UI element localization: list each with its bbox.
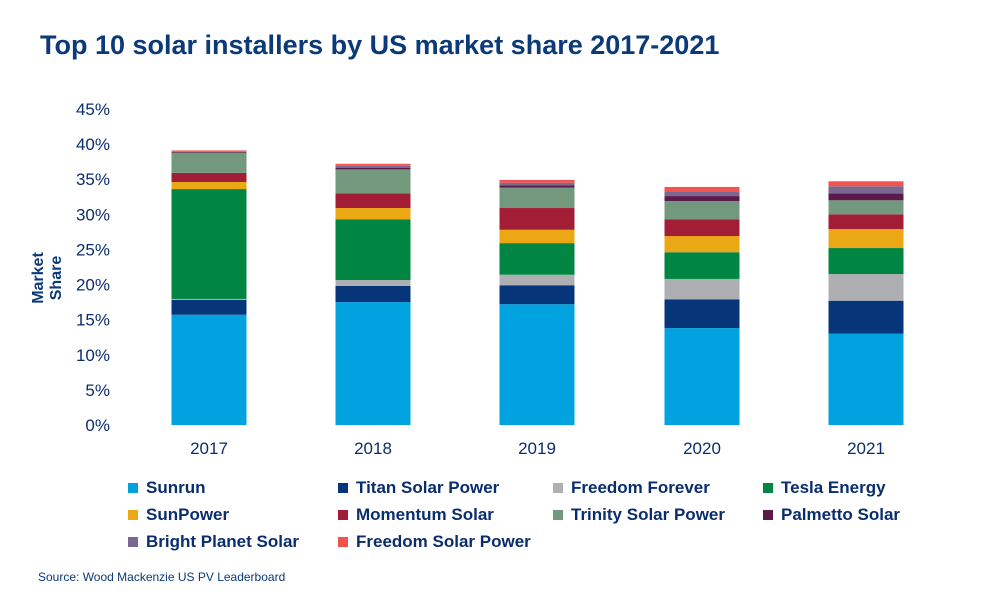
- bar-segment-sunpower-2020: [664, 236, 740, 253]
- bar-segment-titan-solar-power-2018: [335, 285, 411, 303]
- bar-segment-sunpower-2017: [171, 182, 247, 190]
- bar-segment-trinity-solar-power-2017: [171, 152, 247, 173]
- legend-swatch: [128, 537, 138, 547]
- legend-label: Freedom Solar Power: [356, 532, 531, 551]
- bar-segment-trinity-solar-power-2019: [499, 187, 575, 209]
- legend-item: Tesla Energy: [763, 478, 886, 498]
- y-tick-label: 15%: [76, 311, 110, 330]
- legend-label: SunPower: [146, 505, 230, 524]
- y-tick-label: 0%: [85, 416, 110, 435]
- bar-segment-sunrun-2018: [335, 302, 411, 425]
- bar-segment-freedom-forever-2019: [499, 274, 575, 286]
- bar-segment-freedom-solar-power-2020: [664, 186, 740, 192]
- legend-label: Trinity Solar Power: [571, 505, 725, 524]
- y-tick-label: 5%: [85, 381, 110, 400]
- bar-segment-palmetto-solar-2021: [828, 193, 904, 201]
- bar-segment-bright-planet-solar-2021: [828, 186, 904, 194]
- bar-segment-sunpower-2018: [335, 208, 411, 220]
- bar-segment-tesla-energy-2021: [828, 248, 904, 275]
- bar-segment-freedom-forever-2020: [664, 278, 740, 300]
- legend-swatch: [553, 510, 563, 520]
- bar-segment-tesla-energy-2017: [171, 189, 247, 299]
- bar-segment-momentum-solar-2020: [664, 219, 740, 237]
- legend-swatch: [763, 483, 773, 493]
- legend-item: SunPower: [128, 505, 229, 525]
- bar-segment-tesla-energy-2019: [499, 243, 575, 275]
- bar-segment-bright-planet-solar-2020: [664, 191, 740, 197]
- bar-segment-sunpower-2021: [828, 229, 904, 249]
- bar-segment-sunrun-2020: [664, 328, 740, 425]
- legend-swatch: [763, 510, 773, 520]
- bar-segment-bright-planet-solar-2017: [171, 151, 247, 152]
- legend-item: Titan Solar Power: [338, 478, 499, 498]
- legend-item: Bright Planet Solar: [128, 532, 299, 552]
- legend-label: Momentum Solar: [356, 505, 494, 524]
- y-tick-label: 35%: [76, 170, 110, 189]
- bar-segment-bright-planet-solar-2019: [499, 182, 575, 186]
- y-tick-label: 25%: [76, 240, 110, 259]
- bar-segment-palmetto-solar-2019: [499, 185, 575, 188]
- source-note: Source: Wood Mackenzie US PV Leaderboard: [38, 570, 286, 584]
- y-tick-label: 10%: [76, 346, 110, 365]
- bar-segment-freedom-forever-2017: [171, 298, 247, 301]
- bar-segment-titan-solar-power-2019: [499, 285, 575, 305]
- bar-segment-sunrun-2017: [171, 314, 247, 425]
- bar-segment-trinity-solar-power-2020: [664, 200, 740, 220]
- bar-segment-momentum-solar-2019: [499, 208, 575, 230]
- legend-label: Sunrun: [146, 478, 206, 497]
- bar-segment-titan-solar-power-2021: [828, 300, 904, 334]
- x-tick-label: 2019: [518, 439, 556, 458]
- bar-segment-freedom-solar-power-2018: [335, 163, 411, 166]
- legend-swatch: [338, 537, 348, 547]
- legend-swatch: [338, 510, 348, 520]
- bar-segment-sunrun-2021: [828, 333, 904, 425]
- bar-segment-momentum-solar-2017: [171, 172, 247, 183]
- legend-label: Bright Planet Solar: [146, 532, 300, 551]
- bar-segment-freedom-solar-power-2017: [171, 150, 247, 152]
- legend-swatch: [553, 483, 563, 493]
- chart-title: Top 10 solar installers by US market sha…: [40, 30, 720, 60]
- x-tick-label: 2021: [847, 439, 885, 458]
- bar-segment-palmetto-solar-2017: [171, 151, 247, 153]
- legend-swatch: [338, 483, 348, 493]
- bar-segment-momentum-solar-2018: [335, 193, 411, 209]
- bar-segment-titan-solar-power-2020: [664, 299, 740, 329]
- legend-item: Freedom Solar Power: [338, 532, 531, 552]
- legend-item: Sunrun: [128, 478, 206, 498]
- bar-segment-freedom-solar-power-2021: [828, 181, 904, 187]
- legend-item: Momentum Solar: [338, 505, 494, 525]
- bar-segment-palmetto-solar-2020: [664, 196, 740, 201]
- legend-swatch: [128, 483, 138, 493]
- y-tick-label: 20%: [76, 276, 110, 295]
- bar-segment-freedom-forever-2021: [828, 274, 904, 301]
- legend-item: Palmetto Solar: [763, 505, 900, 525]
- bar-segment-sunpower-2019: [499, 229, 575, 244]
- bar-segment-trinity-solar-power-2018: [335, 169, 411, 194]
- legend-item: Freedom Forever: [553, 478, 710, 498]
- x-tick-label: 2020: [683, 439, 721, 458]
- legend-label: Titan Solar Power: [356, 478, 500, 497]
- x-tick-label: 2018: [354, 439, 392, 458]
- y-tick-label: 30%: [76, 205, 110, 224]
- legend-label: Freedom Forever: [571, 478, 710, 497]
- bar-segment-freedom-solar-power-2019: [499, 179, 575, 183]
- bar-segment-freedom-forever-2018: [335, 279, 411, 286]
- bar-segment-palmetto-solar-2018: [335, 167, 411, 170]
- legend-label: Tesla Energy: [781, 478, 886, 497]
- bar-segment-titan-solar-power-2017: [171, 300, 247, 315]
- bar-segment-momentum-solar-2021: [828, 214, 904, 230]
- bar-segment-sunrun-2019: [499, 304, 575, 425]
- bar-segment-tesla-energy-2020: [664, 252, 740, 279]
- bar-segment-tesla-energy-2018: [335, 219, 411, 280]
- x-tick-label: 2017: [190, 439, 228, 458]
- legend-label: Palmetto Solar: [781, 505, 901, 524]
- bar-segment-trinity-solar-power-2021: [828, 200, 904, 215]
- y-tick-label: 40%: [76, 135, 110, 154]
- legend-swatch: [128, 510, 138, 520]
- legend-item: Trinity Solar Power: [553, 505, 725, 525]
- bar-segment-bright-planet-solar-2018: [335, 165, 411, 168]
- y-tick-label: 45%: [76, 100, 110, 119]
